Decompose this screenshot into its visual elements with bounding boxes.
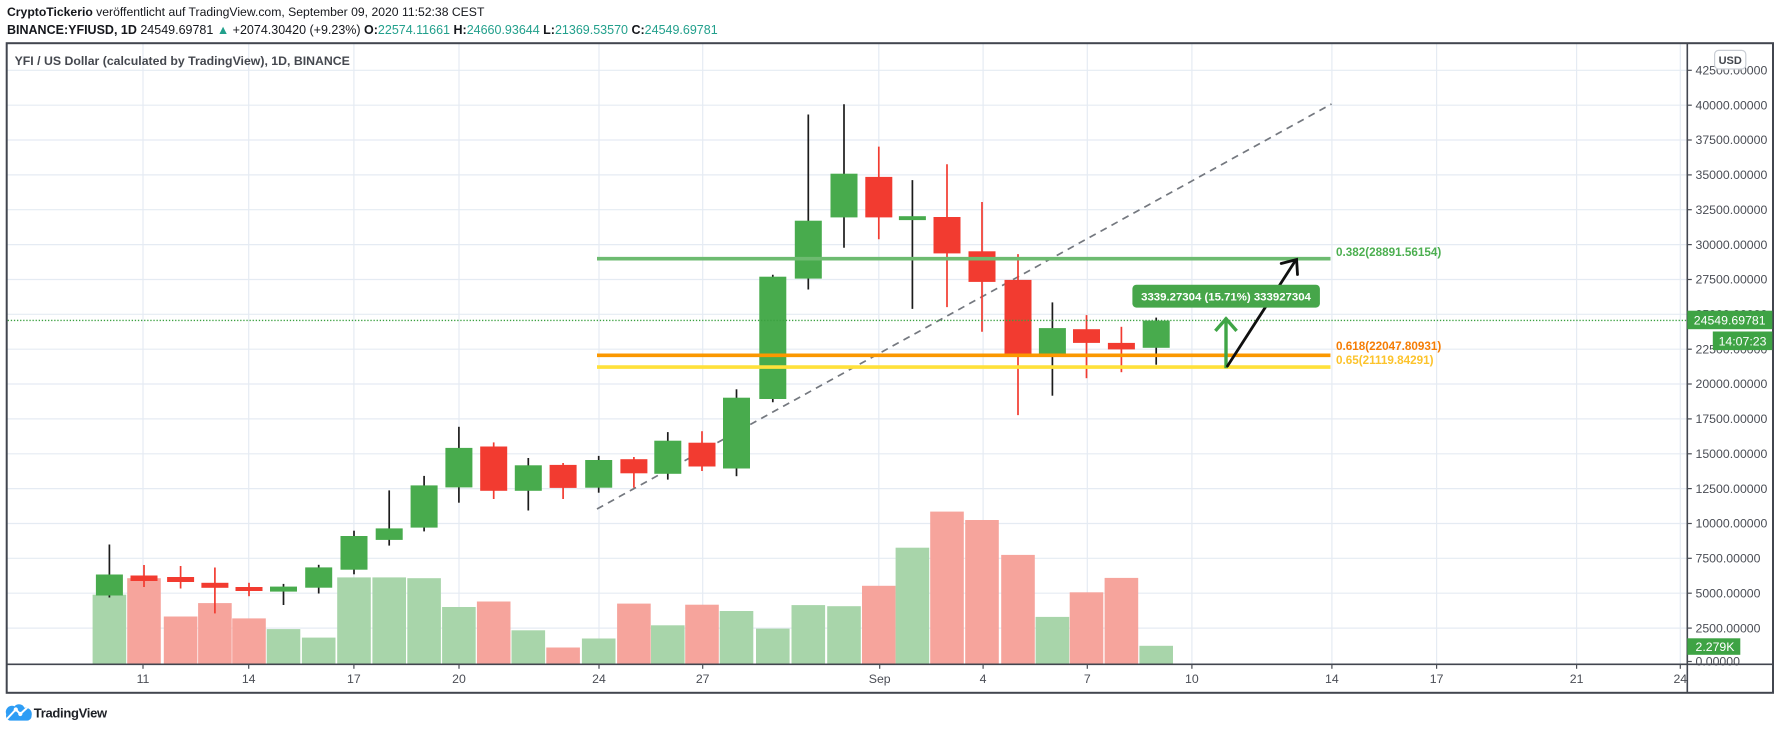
svg-text:5000.00000: 5000.00000 [1696,586,1761,600]
svg-text:YFI / US Dollar (calculated by: YFI / US Dollar (calculated by TradingVi… [15,54,350,68]
svg-text:37500.00000: 37500.00000 [1696,133,1768,147]
svg-text:11: 11 [137,672,150,686]
svg-text:32500.00000: 32500.00000 [1696,203,1768,217]
svg-text:0.618(22047.80931): 0.618(22047.80931) [1336,340,1441,353]
svg-text:0.382(28891.56154): 0.382(28891.56154) [1336,246,1441,259]
svg-text:2.279K: 2.279K [1696,640,1736,654]
svg-text:10: 10 [1185,672,1199,686]
svg-text:7500.00000: 7500.00000 [1696,552,1761,566]
svg-text:17500.00000: 17500.00000 [1696,412,1768,426]
svg-text:17: 17 [347,672,361,686]
svg-text:0.65(21119.84291): 0.65(21119.84291) [1336,354,1434,367]
svg-text:14:07:23: 14:07:23 [1719,334,1767,348]
svg-text:20000.00000: 20000.00000 [1696,377,1768,391]
svg-text:20: 20 [452,672,466,686]
svg-text:30000.00000: 30000.00000 [1696,238,1768,252]
svg-text:17: 17 [1430,672,1444,686]
svg-text:4: 4 [980,672,987,686]
svg-text:10000.00000: 10000.00000 [1696,517,1768,531]
svg-text:42500.00000: 42500.00000 [1696,64,1768,78]
svg-text:35000.00000: 35000.00000 [1696,168,1768,182]
svg-text:24: 24 [592,672,606,686]
svg-text:24549.69781: 24549.69781 [1694,314,1766,328]
svg-text:CryptoTickerio veröffentlicht: CryptoTickerio veröffentlicht auf Tradin… [7,5,485,19]
svg-text:15000.00000: 15000.00000 [1696,447,1768,461]
svg-text:7: 7 [1084,672,1091,686]
svg-text:14: 14 [242,672,256,686]
svg-text:2500.00000: 2500.00000 [1696,621,1761,635]
svg-text:12500.00000: 12500.00000 [1696,482,1768,496]
svg-text:27: 27 [696,672,710,686]
svg-text:40000.00000: 40000.00000 [1696,98,1768,112]
svg-text:21: 21 [1570,672,1584,686]
svg-text:BINANCE:YFIUSD, 1D 24549.6978: BINANCE:YFIUSD, 1D 24549.69781 ▲ +2074.3… [7,23,718,37]
svg-text:27500.00000: 27500.00000 [1696,273,1768,287]
svg-text:USD: USD [1719,55,1742,67]
svg-text:TradingView: TradingView [34,706,108,721]
svg-text:14: 14 [1325,672,1339,686]
svg-text:24: 24 [1673,672,1687,686]
svg-text:Sep: Sep [869,672,891,686]
svg-text:3339.27304 (15.71%) 333927304: 3339.27304 (15.71%) 333927304 [1141,292,1311,304]
svg-text:0.00000: 0.00000 [1696,655,1741,669]
